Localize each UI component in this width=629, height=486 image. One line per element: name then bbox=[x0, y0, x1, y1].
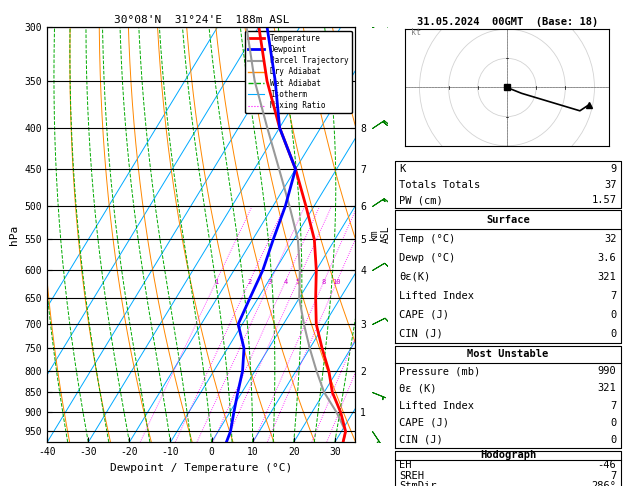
Text: 4: 4 bbox=[283, 278, 287, 284]
Text: 5: 5 bbox=[295, 278, 299, 284]
Text: Totals Totals: Totals Totals bbox=[399, 180, 481, 190]
X-axis label: Dewpoint / Temperature (°C): Dewpoint / Temperature (°C) bbox=[110, 463, 292, 473]
Text: Pressure (mb): Pressure (mb) bbox=[399, 366, 481, 376]
Text: 990: 990 bbox=[598, 366, 616, 376]
Text: Lifted Index: Lifted Index bbox=[399, 291, 474, 301]
Text: EH: EH bbox=[399, 460, 412, 470]
Y-axis label: hPa: hPa bbox=[9, 225, 19, 244]
Text: K: K bbox=[399, 164, 406, 174]
Text: θε(K): θε(K) bbox=[399, 272, 431, 282]
Title: 30°08'N  31°24'E  188m ASL: 30°08'N 31°24'E 188m ASL bbox=[113, 15, 289, 25]
Text: Lifted Index: Lifted Index bbox=[399, 400, 474, 411]
Text: 1.57: 1.57 bbox=[591, 195, 616, 205]
Y-axis label: km
ASL: km ASL bbox=[369, 226, 391, 243]
Text: 31.05.2024  00GMT  (Base: 18): 31.05.2024 00GMT (Base: 18) bbox=[417, 17, 599, 27]
Text: 0: 0 bbox=[610, 435, 616, 445]
Text: CIN (J): CIN (J) bbox=[399, 435, 443, 445]
Text: 2: 2 bbox=[247, 278, 252, 284]
Text: θε (K): θε (K) bbox=[399, 383, 437, 393]
Text: 37: 37 bbox=[604, 180, 616, 190]
Text: SREH: SREH bbox=[399, 471, 425, 481]
Text: Hodograph: Hodograph bbox=[480, 451, 536, 460]
Text: 321: 321 bbox=[598, 272, 616, 282]
Text: 7: 7 bbox=[610, 400, 616, 411]
Text: Most Unstable: Most Unstable bbox=[467, 349, 548, 359]
Text: 7: 7 bbox=[610, 471, 616, 481]
Legend: Temperature, Dewpoint, Parcel Trajectory, Dry Adiabat, Wet Adiabat, Isotherm, Mi: Temperature, Dewpoint, Parcel Trajectory… bbox=[245, 31, 352, 113]
Text: PW (cm): PW (cm) bbox=[399, 195, 443, 205]
Text: 3: 3 bbox=[268, 278, 272, 284]
Text: 0: 0 bbox=[610, 310, 616, 320]
Text: CIN (J): CIN (J) bbox=[399, 329, 443, 339]
Text: 321: 321 bbox=[598, 383, 616, 393]
Text: 1: 1 bbox=[214, 278, 218, 284]
Text: CAPE (J): CAPE (J) bbox=[399, 417, 449, 428]
Text: 8: 8 bbox=[321, 278, 326, 284]
Text: -46: -46 bbox=[598, 460, 616, 470]
Text: 0: 0 bbox=[610, 417, 616, 428]
Text: 0: 0 bbox=[610, 329, 616, 339]
Text: kt: kt bbox=[411, 28, 421, 37]
Text: 3.6: 3.6 bbox=[598, 253, 616, 263]
Text: 7: 7 bbox=[610, 291, 616, 301]
Text: 10: 10 bbox=[333, 278, 341, 284]
Text: CAPE (J): CAPE (J) bbox=[399, 310, 449, 320]
Text: Surface: Surface bbox=[486, 215, 530, 225]
Text: StmDir: StmDir bbox=[399, 481, 437, 486]
Text: Dewp (°C): Dewp (°C) bbox=[399, 253, 455, 263]
Text: Temp (°C): Temp (°C) bbox=[399, 234, 455, 244]
Text: 32: 32 bbox=[604, 234, 616, 244]
Text: 286°: 286° bbox=[591, 481, 616, 486]
Text: 9: 9 bbox=[610, 164, 616, 174]
